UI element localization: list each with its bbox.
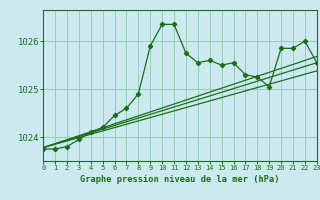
- X-axis label: Graphe pression niveau de la mer (hPa): Graphe pression niveau de la mer (hPa): [80, 175, 280, 184]
